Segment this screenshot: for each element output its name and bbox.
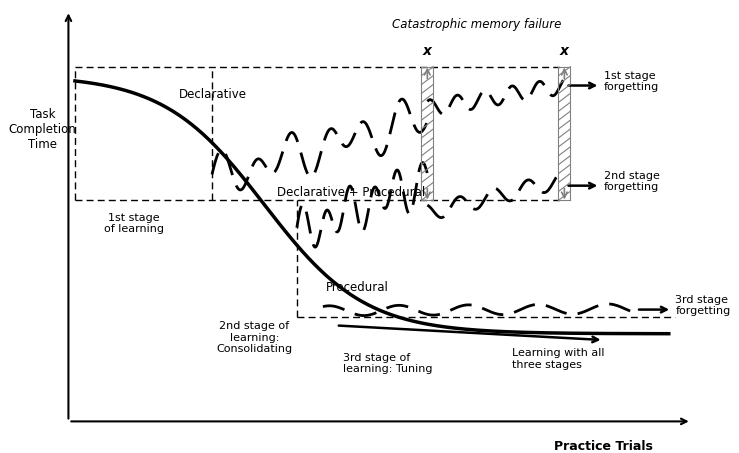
Text: x: x bbox=[423, 44, 432, 58]
Text: Practice Trials: Practice Trials bbox=[554, 440, 653, 453]
Text: 3rd stage
forgetting: 3rd stage forgetting bbox=[675, 294, 731, 316]
Text: 1st stage
forgetting: 1st stage forgetting bbox=[604, 71, 658, 92]
Text: 2nd stage
forgetting: 2nd stage forgetting bbox=[604, 171, 659, 192]
Text: Declarative + Procedural: Declarative + Procedural bbox=[277, 186, 426, 199]
Text: 1st stage
of learning: 1st stage of learning bbox=[103, 213, 163, 234]
Text: Procedural: Procedural bbox=[326, 281, 389, 294]
Text: 3rd stage of
learning: Tuning: 3rd stage of learning: Tuning bbox=[344, 352, 433, 374]
Text: Learning with all
three stages: Learning with all three stages bbox=[512, 348, 605, 370]
Text: Task
Completion
Time: Task Completion Time bbox=[8, 108, 76, 151]
Text: Catastrophic memory failure: Catastrophic memory failure bbox=[392, 18, 561, 31]
Text: Declarative: Declarative bbox=[180, 87, 248, 101]
Text: x: x bbox=[560, 44, 569, 58]
Text: 2nd stage of
learning:
Consolidating: 2nd stage of learning: Consolidating bbox=[217, 321, 293, 354]
